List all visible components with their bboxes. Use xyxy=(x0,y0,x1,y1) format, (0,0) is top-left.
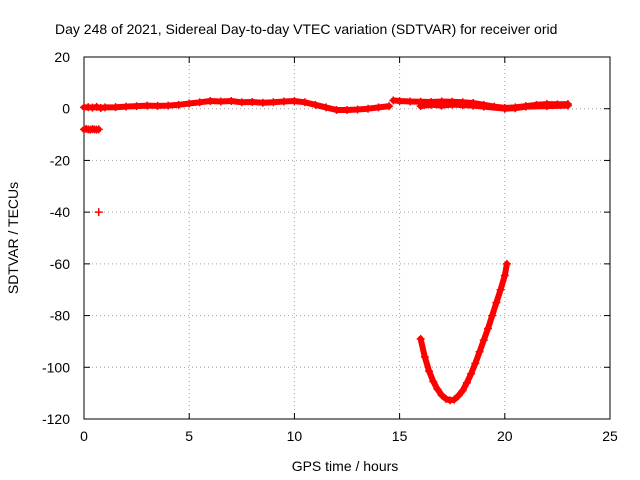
data-point xyxy=(488,311,497,320)
data-point xyxy=(132,102,141,111)
data-point xyxy=(94,125,103,134)
data-point xyxy=(450,395,459,404)
data-point xyxy=(374,103,383,112)
data-point xyxy=(364,104,373,113)
series-5 xyxy=(416,259,511,405)
y-tick-label: -120 xyxy=(42,411,70,427)
data-point xyxy=(425,367,434,376)
data-point xyxy=(502,259,511,268)
chart-title: Day 248 of 2021, Sidereal Day-to-day VTE… xyxy=(55,21,557,37)
data-point xyxy=(416,334,425,343)
series-1 xyxy=(80,124,103,134)
data-point xyxy=(437,391,446,400)
data-point xyxy=(269,98,278,107)
y-tick-label: -20 xyxy=(50,152,70,168)
data-point xyxy=(101,103,110,112)
data-point xyxy=(427,100,436,109)
data-point xyxy=(88,103,97,112)
data-point xyxy=(521,102,530,111)
data-point xyxy=(185,99,194,108)
x-tick-label: 10 xyxy=(287,428,303,444)
data-point xyxy=(216,97,225,106)
data-point xyxy=(511,104,520,113)
data-point xyxy=(92,102,101,111)
data-point xyxy=(469,101,478,110)
data-point xyxy=(300,98,309,107)
data-point xyxy=(467,369,476,378)
data-point xyxy=(542,102,551,111)
data-point xyxy=(500,104,509,113)
data-point xyxy=(237,98,246,107)
data-point xyxy=(471,359,480,368)
x-tick-label: 5 xyxy=(185,428,193,444)
data-point xyxy=(446,396,455,405)
series-band xyxy=(417,260,510,404)
data-point xyxy=(458,101,467,110)
data-point xyxy=(111,103,120,112)
x-tick-label: 15 xyxy=(392,428,408,444)
data-point xyxy=(153,101,162,110)
data-point xyxy=(475,347,484,356)
data-point xyxy=(406,97,415,106)
data-point xyxy=(332,106,341,115)
axis-ticks: 0 5 10 15 20 25 20 0 -20 -40 -60 -80 -100 -120 xyxy=(42,49,618,444)
data-point xyxy=(290,96,299,105)
data-point xyxy=(321,103,330,112)
data-point xyxy=(563,101,572,110)
data-point xyxy=(206,96,215,105)
data-point xyxy=(94,208,103,217)
data-point xyxy=(496,285,505,294)
series-4 xyxy=(416,100,572,113)
data-point xyxy=(458,386,467,395)
data-point xyxy=(395,96,404,105)
data-point xyxy=(343,106,351,115)
y-tick-label: -60 xyxy=(50,256,70,272)
y-axis-label: SDTVAR / TECUs xyxy=(5,182,21,294)
data-point xyxy=(248,97,257,106)
data-point xyxy=(164,101,173,110)
data-point xyxy=(492,298,501,307)
y-tick-label: -80 xyxy=(50,308,70,324)
data-point xyxy=(174,100,183,109)
y-tick-label: 20 xyxy=(54,49,70,65)
data-marks xyxy=(80,96,572,405)
x-tick-label: 25 xyxy=(602,428,618,444)
data-point xyxy=(433,385,442,394)
data-point xyxy=(416,102,425,111)
data-point xyxy=(258,98,267,107)
data-point xyxy=(441,394,450,403)
plot-frame xyxy=(83,56,611,420)
data-point xyxy=(353,105,362,114)
data-point xyxy=(311,100,320,109)
data-point xyxy=(462,378,471,387)
series-0 xyxy=(80,96,394,115)
data-point xyxy=(122,102,131,111)
x-axis-label: GPS time / hours xyxy=(292,458,399,474)
series-2 xyxy=(94,208,103,217)
y-tick-label: 0 xyxy=(62,101,70,117)
data-point xyxy=(385,102,394,111)
x-tick-label: 20 xyxy=(497,428,513,444)
data-point xyxy=(143,101,152,110)
x-tick-label: 0 xyxy=(80,428,88,444)
data-point xyxy=(454,391,463,400)
y-tick-label: -40 xyxy=(50,204,70,220)
data-point xyxy=(479,336,488,345)
data-point xyxy=(437,101,446,110)
data-point xyxy=(195,98,204,107)
data-point xyxy=(420,352,429,361)
data-point xyxy=(448,100,457,109)
data-point xyxy=(479,102,488,111)
data-point xyxy=(500,271,509,280)
data-point xyxy=(227,96,236,105)
data-point xyxy=(429,377,438,386)
y-tick-label: -100 xyxy=(42,359,70,375)
grid xyxy=(84,57,610,419)
data-point xyxy=(483,324,492,333)
data-point xyxy=(279,97,288,106)
